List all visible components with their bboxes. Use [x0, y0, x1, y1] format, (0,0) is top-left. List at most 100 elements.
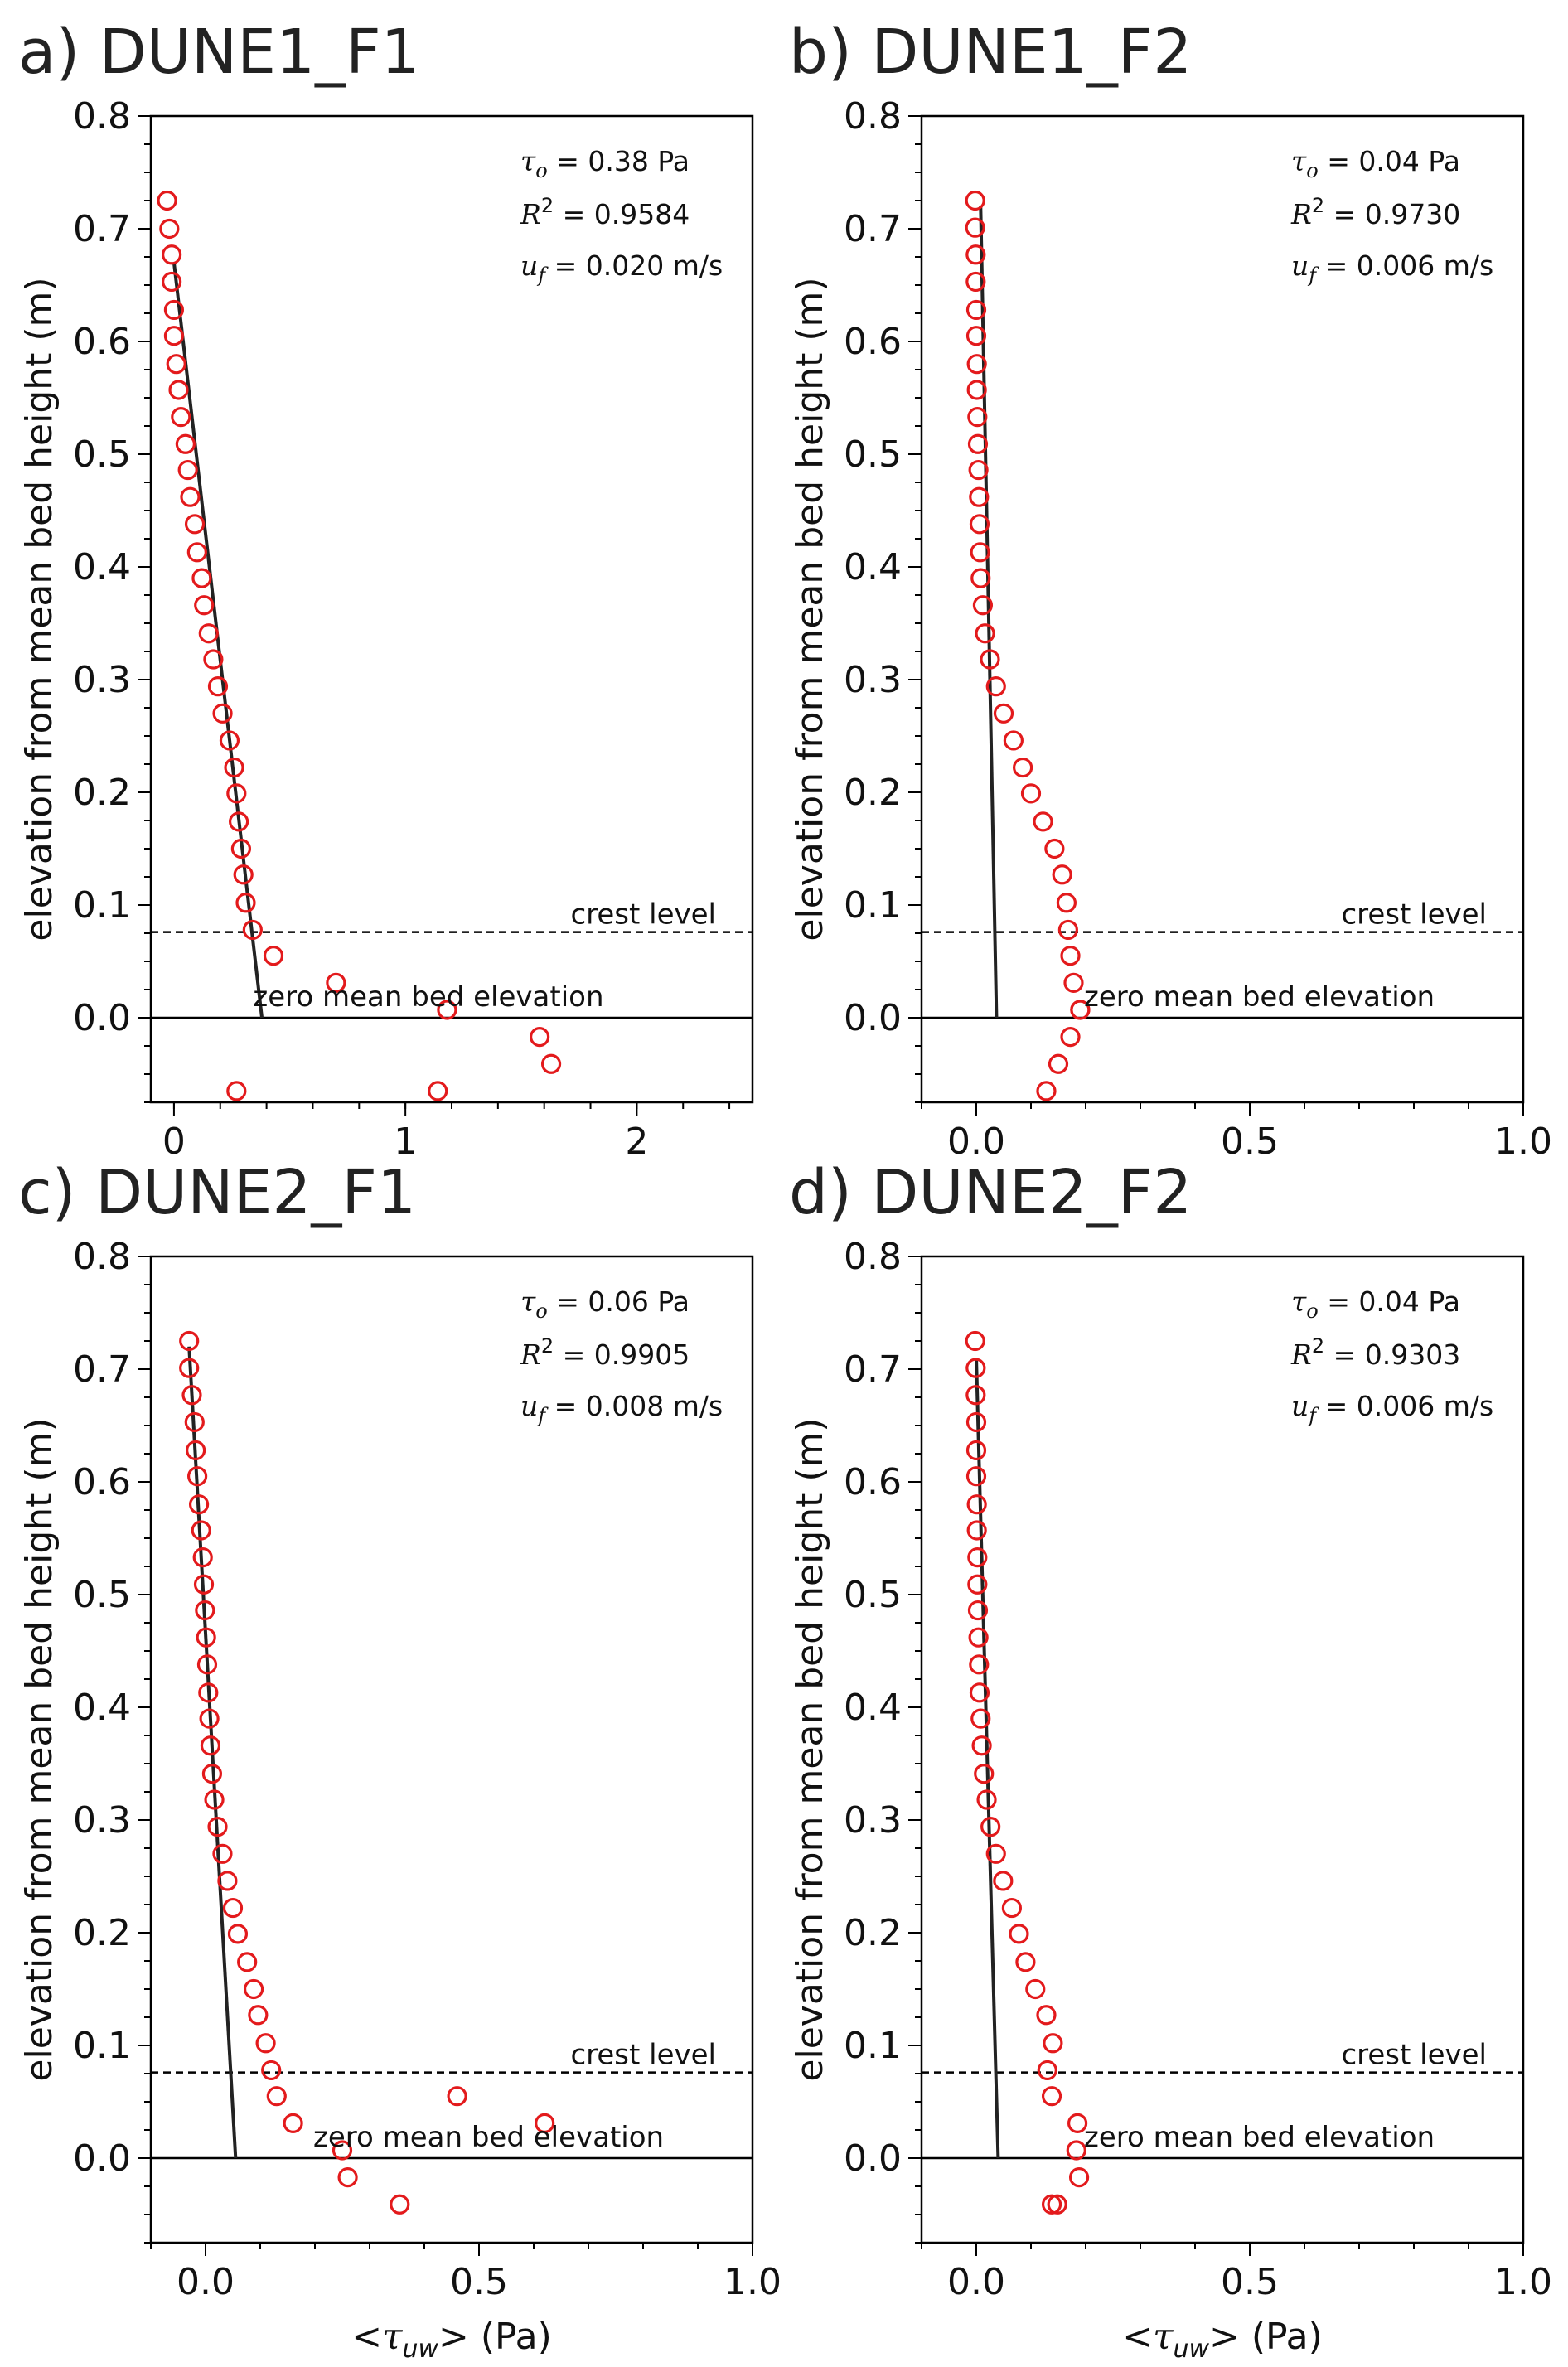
data-point	[1068, 2167, 1090, 2188]
panel-4: d) DUNE2_F2 0.0 0.1 0.2 0.3 0.4 0.5 0.6 0.7 0.8 0.…	[789, 1157, 1552, 2364]
data-point	[967, 1547, 988, 1568]
y-tick-label: 0.3	[844, 1799, 902, 1842]
data-point	[530, 1027, 550, 1048]
data-point	[248, 2005, 269, 2026]
data-point	[1052, 864, 1072, 885]
data-point	[326, 972, 346, 993]
data-point	[966, 354, 987, 375]
data-point	[200, 1735, 221, 1756]
data-point	[1056, 893, 1077, 913]
zero-bed-label: zero mean bed elevation	[1084, 2121, 1435, 2154]
panel-title: a) DUNE1_F1	[18, 17, 420, 88]
data-point	[966, 380, 987, 400]
data-point	[993, 703, 1014, 724]
data-point	[192, 1547, 213, 1568]
data-point	[1057, 919, 1078, 941]
zero-bed-label: zero mean bed elevation	[253, 980, 603, 1014]
data-point	[1044, 838, 1065, 859]
zero-bed-label: zero mean bed elevation	[1084, 980, 1435, 1014]
data-point	[1015, 1952, 1036, 1973]
data-point	[966, 1520, 987, 1541]
r2-stat: R2 = 0.9303	[1290, 1334, 1460, 1371]
data-point	[163, 326, 185, 346]
uf-stat: uf = 0.006 m/s	[1291, 1390, 1493, 1427]
data-point	[204, 1789, 225, 1810]
fit-line	[975, 1358, 1000, 2159]
data-point	[162, 271, 182, 293]
data-point	[198, 1682, 219, 1703]
crest-level-label: crest level	[570, 2039, 716, 2072]
data-point	[965, 1358, 986, 1378]
data-point	[180, 486, 201, 507]
data-point	[1063, 972, 1084, 993]
panel-1: a) DUNE1_F1 0.0 0.1 0.2 0.3 0.4 0.5 0.6 0.7 0.8 0 1…	[18, 17, 754, 1163]
y-axis-label: elevation from mean bed height (m)	[789, 1417, 831, 2081]
data-point	[1033, 811, 1053, 832]
data-point	[1070, 1000, 1091, 1020]
fit-line	[187, 1346, 238, 2159]
tau-stat: τo = 0.06 Pa	[520, 1285, 690, 1323]
y-tick-label: 0.3	[73, 659, 131, 701]
panel-title: d) DUNE2_F2	[789, 1157, 1192, 1228]
data-point	[203, 649, 224, 670]
y-tick-label: 0.5	[844, 1574, 902, 1616]
y-tick-label: 0.1	[844, 2025, 902, 2067]
data-point	[985, 1843, 1006, 1864]
data-point	[965, 1411, 987, 1433]
x-tick-label: 0.0	[947, 1121, 1005, 1163]
data-point	[967, 433, 989, 454]
data-point	[163, 299, 185, 321]
x-tick-label: 1.0	[724, 2261, 782, 2303]
y-tick-label: 0.3	[844, 659, 902, 701]
r2-stat: R2 = 0.9730	[1290, 194, 1460, 230]
data-point	[970, 1708, 991, 1729]
y-tick-label: 0.8	[844, 95, 902, 138]
x-tick-label: 0.5	[1221, 2261, 1279, 2303]
data-point	[965, 217, 985, 238]
data-point	[237, 1952, 258, 1973]
data-point	[970, 568, 991, 588]
data-point	[224, 757, 244, 778]
data-point	[243, 1978, 264, 2000]
y-axis-label: elevation from mean bed height (m)	[18, 277, 60, 941]
data-point	[226, 783, 247, 804]
data-point	[188, 1494, 210, 1515]
data-point	[965, 299, 987, 321]
data-point	[222, 1897, 244, 1919]
data-point	[1041, 2086, 1062, 2107]
data-point	[968, 459, 989, 481]
data-point	[980, 1817, 1001, 1837]
data-point	[972, 595, 994, 616]
data-point	[540, 1053, 562, 1074]
data-point	[159, 218, 180, 240]
data-point	[181, 1385, 202, 1406]
x-tick-label: 1	[394, 1121, 417, 1163]
data-point	[966, 1494, 987, 1515]
data-point	[337, 2167, 358, 2188]
uf-stat: uf = 0.006 m/s	[1291, 249, 1493, 287]
data-point	[196, 1654, 218, 1675]
panel-3: c) DUNE2_F1 0.0 0.1 0.2 0.3 0.4 0.5 0.6 0.7 0.8 0.…	[18, 1157, 782, 2364]
data-point	[993, 1871, 1014, 1891]
data-point	[196, 1627, 216, 1648]
tau-stat: τo = 0.04 Pa	[1291, 1285, 1460, 1323]
data-point	[191, 1520, 211, 1541]
crest-level-label: crest level	[570, 898, 716, 932]
data-point	[283, 2113, 303, 2133]
data-point	[207, 676, 229, 697]
data-point	[965, 1466, 987, 1487]
y-tick-label: 0.7	[844, 208, 902, 250]
data-point	[437, 1000, 457, 1020]
data-point	[968, 1627, 989, 1648]
crest-level-label: crest level	[1341, 898, 1487, 932]
crest-level-label: crest level	[1341, 2039, 1487, 2072]
data-point	[184, 514, 206, 535]
y-tick-label: 0.0	[73, 2137, 131, 2180]
data-point	[212, 1843, 233, 1864]
data-point	[1025, 1978, 1046, 2000]
data-point	[1043, 2033, 1063, 2054]
data-point	[971, 1735, 992, 1756]
data-point	[1009, 1924, 1029, 1944]
x-tick-label: 0.5	[450, 2261, 508, 2303]
